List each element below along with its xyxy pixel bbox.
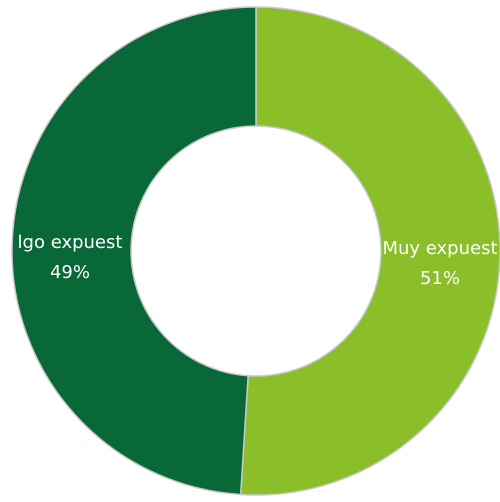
slice-labels-group: Muy expuest 51% lgo expuest 49% [18, 232, 498, 289]
slice-label-muy-expuesto-name: Muy expuest [382, 238, 497, 259]
slice-algo-expuesto [11, 6, 257, 496]
slices-group [11, 6, 500, 496]
slice-label-algo-expuesto-name: lgo expuest [18, 232, 123, 253]
slice-label-algo-expuesto-percent: 49% [50, 262, 90, 283]
slice-muy-expuesto [239, 6, 500, 496]
slice-label-muy-expuesto-percent: 51% [420, 268, 460, 289]
